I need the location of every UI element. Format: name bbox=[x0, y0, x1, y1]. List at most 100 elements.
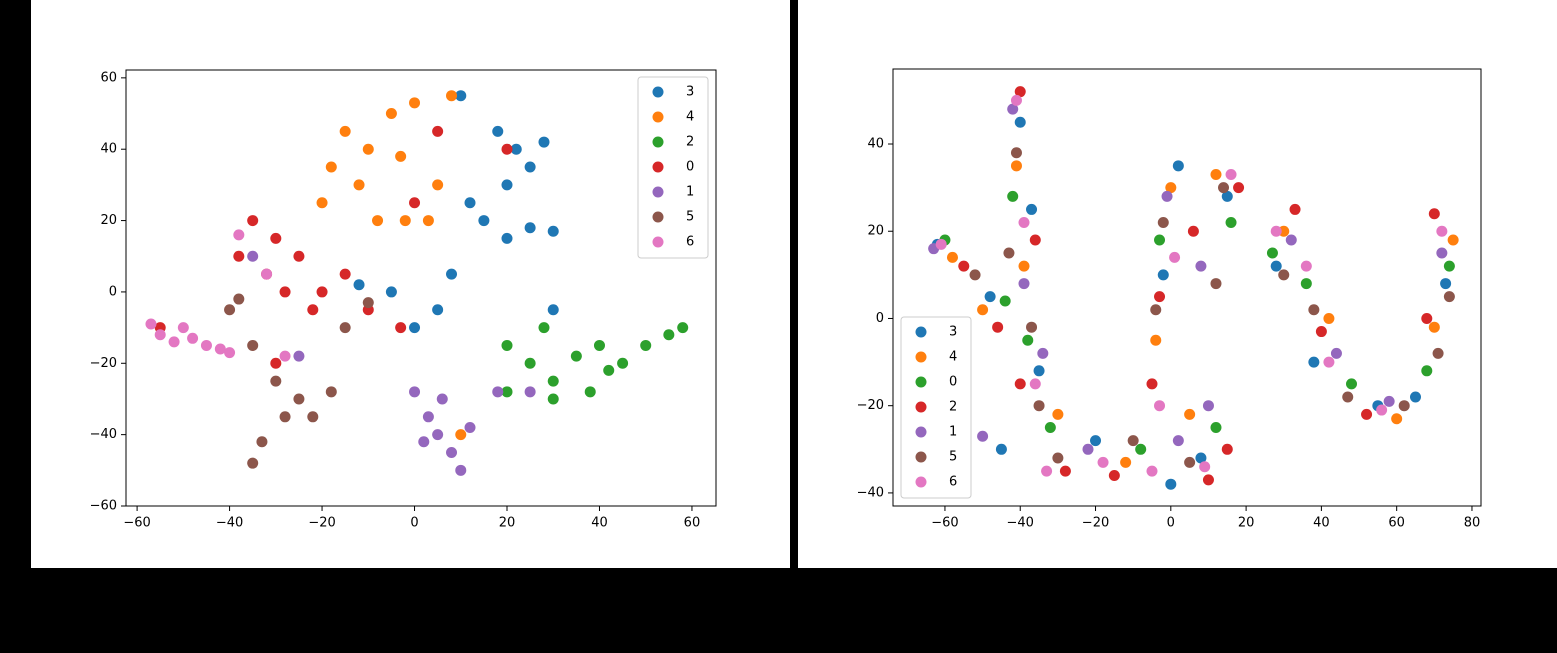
point bbox=[478, 215, 490, 227]
point bbox=[1003, 247, 1015, 259]
y-tick-label: 0 bbox=[109, 284, 117, 299]
point bbox=[1165, 478, 1177, 490]
point bbox=[1443, 291, 1455, 303]
legend-marker bbox=[915, 476, 927, 488]
legend-label: 1 bbox=[949, 425, 957, 440]
point bbox=[1120, 456, 1132, 468]
point bbox=[1029, 234, 1041, 246]
x-tick-label: −40 bbox=[216, 516, 243, 531]
point bbox=[446, 268, 458, 280]
point bbox=[1097, 456, 1109, 468]
point bbox=[247, 457, 259, 469]
point bbox=[1007, 190, 1019, 202]
point bbox=[261, 268, 273, 280]
point bbox=[510, 143, 522, 155]
plot-frame bbox=[892, 68, 1482, 507]
legend-marker bbox=[652, 111, 664, 123]
point bbox=[1300, 278, 1312, 290]
point bbox=[1428, 321, 1440, 333]
point bbox=[958, 260, 970, 272]
point bbox=[1342, 391, 1354, 403]
point bbox=[1195, 452, 1207, 464]
point bbox=[1033, 365, 1045, 377]
point bbox=[1447, 234, 1459, 246]
point bbox=[1184, 408, 1196, 420]
point bbox=[1037, 347, 1049, 359]
point bbox=[1278, 269, 1290, 281]
point bbox=[995, 443, 1007, 455]
point bbox=[224, 304, 236, 316]
point bbox=[395, 150, 407, 162]
point bbox=[1210, 169, 1222, 181]
point bbox=[1391, 413, 1403, 425]
legend-label: 5 bbox=[949, 450, 957, 465]
point bbox=[1157, 269, 1169, 281]
point bbox=[501, 232, 513, 244]
point bbox=[293, 250, 305, 262]
point bbox=[1315, 326, 1327, 338]
point bbox=[977, 304, 989, 316]
point bbox=[1440, 278, 1452, 290]
legend-label: 3 bbox=[686, 85, 694, 100]
x-tick-label: 40 bbox=[591, 516, 608, 531]
point bbox=[524, 357, 536, 369]
point bbox=[247, 250, 259, 262]
point bbox=[1199, 461, 1211, 473]
point bbox=[187, 332, 199, 344]
point bbox=[1052, 408, 1064, 420]
x-tick-label: 20 bbox=[499, 516, 516, 531]
point bbox=[307, 411, 319, 423]
point bbox=[1029, 378, 1041, 390]
legend-marker bbox=[915, 376, 927, 388]
y-tick-label: 20 bbox=[867, 224, 884, 239]
point bbox=[946, 251, 958, 263]
point bbox=[339, 125, 351, 137]
point bbox=[432, 125, 444, 137]
point bbox=[501, 179, 513, 191]
point bbox=[524, 222, 536, 234]
point bbox=[372, 215, 384, 227]
point bbox=[640, 339, 652, 351]
point bbox=[316, 286, 328, 298]
point bbox=[1225, 217, 1237, 229]
point bbox=[145, 318, 157, 330]
point bbox=[154, 329, 166, 341]
point bbox=[1014, 116, 1026, 128]
point bbox=[1202, 474, 1214, 486]
point bbox=[409, 97, 421, 109]
point bbox=[1059, 465, 1071, 477]
point bbox=[279, 286, 291, 298]
point bbox=[1361, 408, 1373, 420]
point bbox=[200, 339, 212, 351]
point bbox=[409, 322, 421, 334]
x-tick-label: 20 bbox=[1238, 516, 1255, 531]
point bbox=[247, 339, 259, 351]
point bbox=[455, 429, 467, 441]
point bbox=[1184, 456, 1196, 468]
point bbox=[399, 215, 411, 227]
legend-marker bbox=[915, 326, 927, 338]
point bbox=[1187, 225, 1199, 237]
legend-label: 6 bbox=[949, 475, 957, 490]
legend-label: 1 bbox=[686, 185, 694, 200]
point bbox=[1041, 465, 1053, 477]
point bbox=[492, 386, 504, 398]
point bbox=[293, 350, 305, 362]
y-tick-label: 40 bbox=[867, 137, 884, 152]
point bbox=[293, 393, 305, 405]
legend-marker bbox=[652, 211, 664, 223]
point bbox=[1233, 182, 1245, 194]
point bbox=[1010, 94, 1022, 106]
point bbox=[339, 268, 351, 280]
point bbox=[256, 436, 268, 448]
point bbox=[385, 108, 397, 120]
x-tick-label: 80 bbox=[1464, 516, 1481, 531]
plot-frame bbox=[125, 69, 717, 507]
legend-label: 2 bbox=[949, 400, 957, 415]
point bbox=[214, 343, 226, 355]
x-tick-label: 60 bbox=[1388, 516, 1405, 531]
legend-marker bbox=[915, 451, 927, 463]
point bbox=[1270, 260, 1282, 272]
point bbox=[1154, 234, 1166, 246]
point bbox=[999, 295, 1011, 307]
